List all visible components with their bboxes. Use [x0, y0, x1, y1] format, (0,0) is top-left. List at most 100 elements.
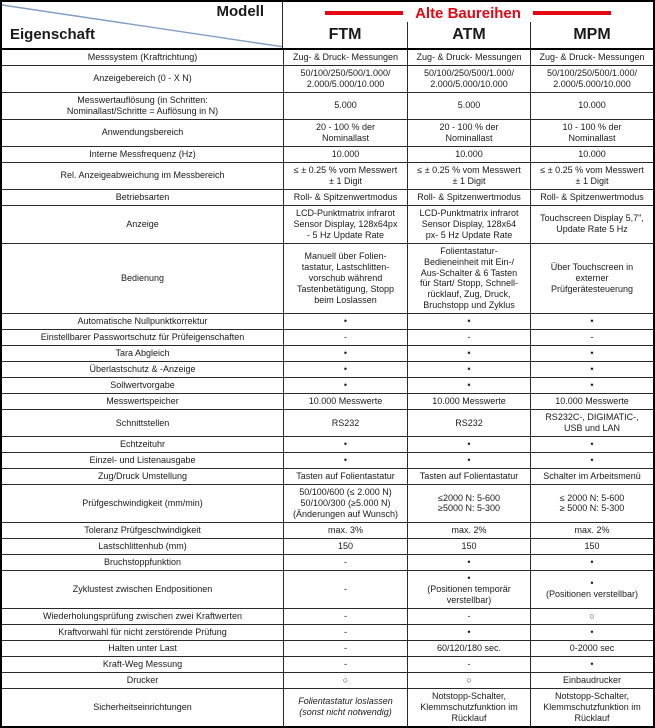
table-row: Messwertspeicher 10.000 Messwerte 10.000 M…: [2, 393, 653, 410]
cell-mpm: Roll- & Spitzenwertmodus: [530, 189, 653, 205]
table-row: Interne Messfrequenz (Hz) 10.000 10.000 10.…: [2, 145, 653, 162]
cell-atm: -: [407, 330, 530, 346]
cell-ftm: LCD-Punktmatrix infrarot Sensor Display,…: [283, 205, 407, 243]
table-row: Überlastschutz & -Anzeige • • •: [2, 361, 653, 378]
cell-atm: Folientastatur- Bedieneinheit mit Ein-/ …: [407, 243, 530, 314]
table-row: Anzeige LCD-Punktmatrix infrarot Sensor D…: [2, 204, 653, 243]
row-label: Überlastschutz & -Anzeige: [89, 364, 196, 375]
cell-atm: LCD-Punktmatrix infrarot Sensor Display,…: [407, 205, 530, 243]
cell-ftm: Folientastatur loslassen (sonst nicht no…: [283, 688, 407, 726]
cell-atm: RS232: [407, 410, 530, 437]
cell-mpm: •: [530, 314, 653, 330]
corner-cell: Modell Eigenschaft: [2, 2, 283, 48]
row-label: Tara Abgleich: [115, 348, 170, 359]
row-label: Interne Messfrequenz (Hz): [89, 148, 196, 159]
cell-mpm: ≤ ± 0.25 % vom Messwert ± 1 Digit: [530, 162, 653, 189]
row-label: Toleranz Prüfgeschwindigkeit: [84, 524, 201, 535]
row-label: Anzeigebereich (0 - X N): [93, 73, 192, 84]
diagonal-line: [2, 4, 282, 48]
cell-atm: Tasten auf Folientastatur: [407, 469, 530, 485]
cell-atm: ○: [407, 672, 530, 688]
table-row: Schnittstellen RS232 RS232 RS232C-, DIGIMAT…: [2, 409, 653, 437]
cell-atm: Notstopp-Schalter, Klemmschutzfunktion i…: [407, 688, 530, 726]
cell-atm: 150: [407, 538, 530, 554]
cell-mpm: 50/100/250/500/1.000/ 2.000/5.000/10.000: [530, 65, 653, 92]
row-label: Bedienung: [120, 272, 165, 283]
row-label: Rel. Anzeigeabweichung im Messbereich: [60, 170, 225, 181]
row-label: Lastschlittenhub (mm): [98, 540, 187, 551]
cell-ftm: -: [283, 656, 407, 672]
cell-ftm: -: [283, 330, 407, 346]
cell-atm: 60/120/180 sec.: [407, 640, 530, 656]
row-label: Betriebsarten: [115, 191, 170, 202]
model-columns: FTM ATM MPM: [283, 22, 653, 48]
table-row: Lastschlittenhub (mm) 150 150 150: [2, 537, 653, 554]
cell-mpm: 150: [530, 538, 653, 554]
row-label: Drucker: [126, 674, 159, 685]
cell-atm: •: [407, 378, 530, 394]
row-label: Automatische Nullpunktkorrektur: [77, 316, 208, 327]
cell-mpm: 10 - 100 % der Nominallast: [530, 119, 653, 146]
cell-ftm: 50/100/600 (≤ 2.000 N) 50/100/300 (≥5.00…: [283, 485, 407, 522]
table-row: Bruchstoppfunktion - • •: [2, 553, 653, 570]
table-row: Tara Abgleich • • •: [2, 345, 653, 362]
cell-atm: •: [407, 437, 530, 453]
cell-atm: -: [407, 608, 530, 624]
cell-mpm: •: [530, 378, 653, 394]
table-row: Messwertauflösung (in Schritten: Nominal…: [2, 91, 653, 119]
series-header: Alte Baureihen FTM ATM MPM: [283, 2, 653, 48]
table-row: Sollwertvorgabe • • •: [2, 377, 653, 394]
cell-atm: • (Positionen temporär verstellbar): [407, 570, 530, 608]
cell-ftm: Zug- & Druck- Messungen: [283, 50, 407, 65]
cell-mpm: Einbaudrucker: [530, 672, 653, 688]
cell-ftm: 50/100/250/500/1.000/ 2.000/5.000/10.000: [283, 65, 407, 92]
table-row: Anzeigebereich (0 - X N) 50/100/250/500/1…: [2, 64, 653, 92]
cell-mpm: 10.000 Messwerte: [530, 394, 653, 410]
red-bar-right: [532, 11, 611, 15]
cell-atm: Roll- & Spitzenwertmodus: [407, 189, 530, 205]
cell-mpm: Touchscreen Display 5,7", Update Rate 5 …: [530, 205, 653, 243]
cell-mpm: •: [530, 346, 653, 362]
cell-ftm: 10.000 Messwerte: [283, 394, 407, 410]
cell-ftm: •: [283, 453, 407, 469]
cell-mpm: ○: [530, 608, 653, 624]
table-header: Modell Eigenschaft Alte Baureihen FTM ATM…: [2, 2, 653, 50]
cell-mpm: 0-2000 sec: [530, 640, 653, 656]
cell-ftm: -: [283, 608, 407, 624]
column-header-ftm: FTM: [328, 26, 362, 43]
cell-mpm: •: [530, 554, 653, 570]
table-row: Messsystem (Kraftrichtung) Zug- & Druck- …: [2, 50, 653, 65]
cell-mpm: RS232C-, DIGIMATIC-, USB und LAN: [530, 410, 653, 437]
cell-mpm: •: [530, 437, 653, 453]
cell-ftm: 150: [283, 538, 407, 554]
cell-ftm: •: [283, 346, 407, 362]
red-bar-left: [325, 11, 404, 15]
cell-ftm: Manuell über Folien- tastatur, Lastschli…: [283, 243, 407, 314]
series-title-row: Alte Baureihen: [283, 2, 653, 22]
cell-atm: 10.000 Messwerte: [407, 394, 530, 410]
cell-atm: •: [407, 346, 530, 362]
table-row: Wiederholungsprüfung zwischen zwei Kraft…: [2, 607, 653, 624]
cell-ftm: 10.000: [283, 146, 407, 162]
table-row: Kraft-Weg Messung - - •: [2, 655, 653, 672]
table-row: Rel. Anzeigeabweichung im Messbereich ≤ ±…: [2, 161, 653, 189]
table-row: Bedienung Manuell über Folien- tastatur, …: [2, 242, 653, 314]
table-row: Zyklustest zwischen Endpositionen - • (Pos…: [2, 569, 653, 608]
cell-atm: 10.000: [407, 146, 530, 162]
cell-ftm: -: [283, 570, 407, 608]
row-label: Einstellbarer Passwortschutz für Prüfeig…: [40, 332, 245, 343]
cell-atm: •: [407, 554, 530, 570]
cell-atm: •: [407, 362, 530, 378]
cell-ftm: 5.000: [283, 92, 407, 119]
cell-mpm: Über Touchscreen in externer Prüfgerätes…: [530, 243, 653, 314]
cell-mpm: Schalter im Arbeitsmenü: [530, 469, 653, 485]
cell-mpm: max. 2%: [530, 522, 653, 538]
row-label: Echtzeituhr: [119, 439, 166, 450]
row-label: Schnittstellen: [115, 417, 170, 428]
cell-atm: 5.000: [407, 92, 530, 119]
row-label: Zug/Druck Umstellung: [97, 471, 188, 482]
cell-atm: 20 - 100 % der Nominallast: [407, 119, 530, 146]
cell-ftm: -: [283, 624, 407, 640]
cell-mpm: •: [530, 453, 653, 469]
